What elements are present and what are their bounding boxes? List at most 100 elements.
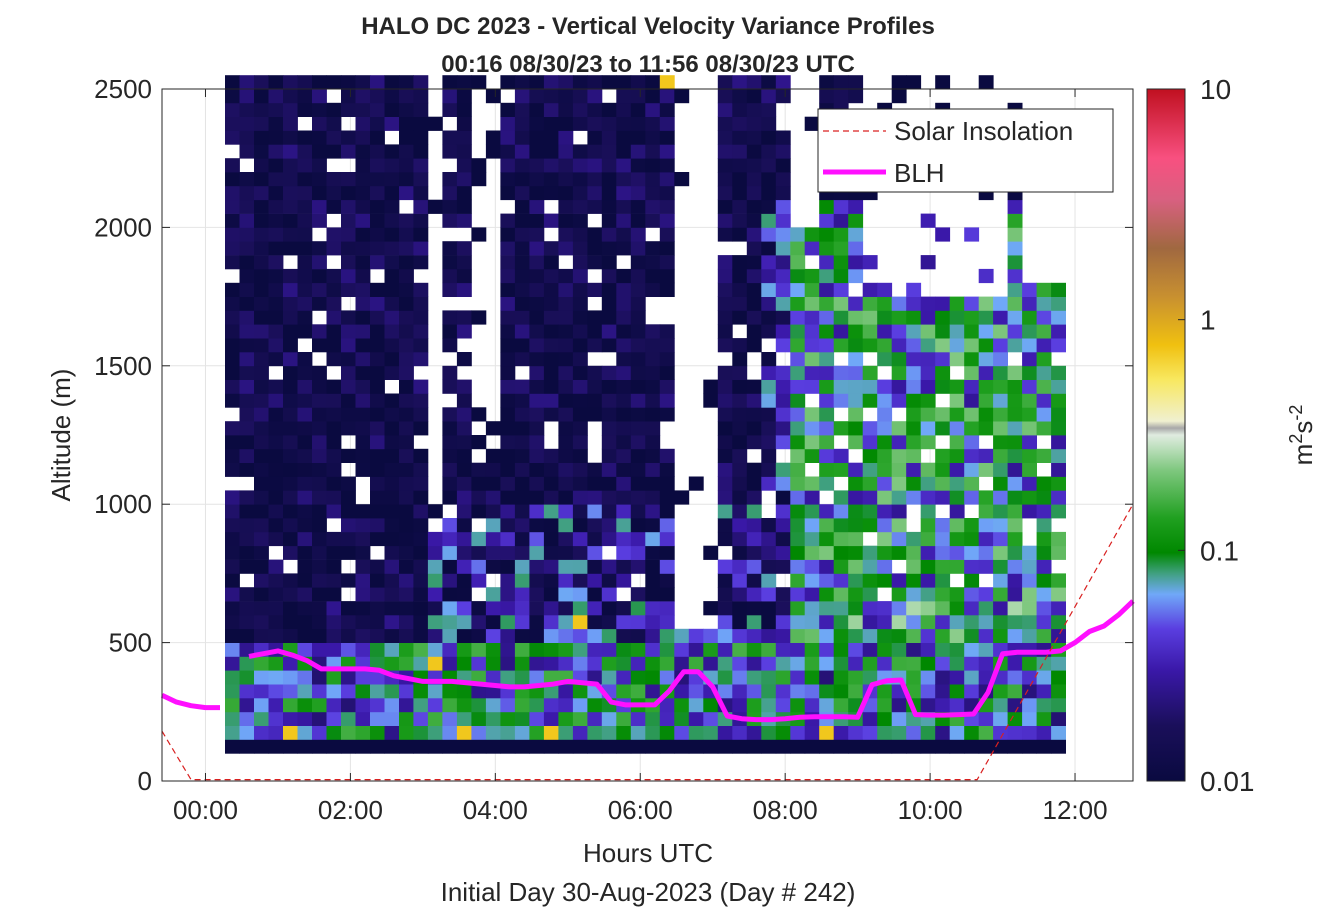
heatmap-cell xyxy=(500,504,516,519)
heatmap-cell xyxy=(297,462,313,477)
heatmap-cell xyxy=(572,448,588,463)
heatmap-cell xyxy=(935,670,951,685)
colorbar-label: m2s-2 xyxy=(1286,405,1318,466)
heatmap-cell xyxy=(514,352,530,367)
heatmap-cell xyxy=(427,573,443,588)
heatmap-cell xyxy=(790,296,806,311)
heatmap-cell xyxy=(833,670,849,685)
legend-solar-label: Solar Insolation xyxy=(894,116,1073,146)
heatmap-cell xyxy=(254,684,269,699)
heatmap-cell xyxy=(601,365,617,380)
heatmap-cell xyxy=(891,545,907,560)
solar-insolation-line xyxy=(161,503,1134,781)
heatmap-cell xyxy=(848,628,864,643)
heatmap-cell xyxy=(833,282,849,297)
heatmap-cell xyxy=(341,365,356,380)
heatmap-cell xyxy=(514,656,530,671)
heatmap-cell xyxy=(326,75,342,90)
heatmap-cell xyxy=(587,130,603,145)
heatmap-cell xyxy=(659,587,675,602)
heatmap-cell xyxy=(645,421,661,436)
heatmap-cell xyxy=(920,614,936,630)
heatmap-cell xyxy=(1022,448,1037,463)
heatmap-cell xyxy=(659,711,675,726)
heatmap-cell xyxy=(978,628,994,643)
heatmap-cell xyxy=(935,352,951,367)
heatmap-cell xyxy=(254,504,269,519)
heatmap-cell xyxy=(906,628,922,643)
heatmap-cell xyxy=(645,531,661,547)
heatmap-cell xyxy=(239,642,255,657)
heatmap-cell xyxy=(1007,684,1023,699)
heatmap-cell xyxy=(355,268,371,284)
heatmap-cell xyxy=(862,739,878,754)
heatmap-cell xyxy=(326,684,342,699)
heatmap-cell xyxy=(239,435,255,450)
heatmap-cell xyxy=(427,504,443,519)
heatmap-cell xyxy=(341,407,356,422)
heatmap-cell xyxy=(442,698,458,713)
heatmap-cell xyxy=(543,102,559,117)
heatmap-cell xyxy=(355,338,371,353)
heatmap-cell xyxy=(283,490,298,505)
heatmap-cell xyxy=(891,435,907,450)
heatmap-cell xyxy=(529,462,545,477)
heatmap-cell xyxy=(268,102,284,117)
heatmap-cell xyxy=(819,296,835,311)
heatmap-cell xyxy=(819,559,835,574)
heatmap-cell xyxy=(906,338,922,353)
heatmap-cell xyxy=(500,130,516,145)
heatmap-cell xyxy=(601,601,617,616)
heatmap-cell xyxy=(964,614,980,630)
heatmap-cell xyxy=(355,642,371,657)
heatmap-cell xyxy=(920,462,936,477)
heatmap-cell xyxy=(312,213,327,228)
heatmap-cell xyxy=(1022,352,1037,367)
heatmap-cell xyxy=(500,698,516,713)
heatmap-cell xyxy=(1022,407,1037,422)
heatmap-cell xyxy=(485,476,501,491)
heatmap-cell xyxy=(543,130,559,145)
heatmap-cell xyxy=(485,144,501,159)
heatmap-cell xyxy=(674,739,690,754)
heatmap-cell xyxy=(239,268,255,284)
heatmap-cell xyxy=(370,504,385,519)
heatmap-cell xyxy=(601,393,617,408)
heatmap-cell xyxy=(384,614,400,630)
heatmap-cell xyxy=(848,296,864,311)
heatmap-cell xyxy=(225,614,240,630)
chart-subtitle: 00:16 08/30/23 to 11:56 08/30/23 UTC xyxy=(441,51,855,78)
heatmap-cell xyxy=(312,587,327,602)
heatmap-cell xyxy=(283,116,298,131)
heatmap-cell xyxy=(370,614,385,630)
heatmap-cell xyxy=(833,573,849,588)
heatmap-cell xyxy=(413,518,429,533)
heatmap-cell xyxy=(572,324,588,339)
heatmap-cell xyxy=(471,227,487,242)
heatmap-cell xyxy=(862,365,878,380)
heatmap-cell xyxy=(326,559,342,574)
heatmap-cell xyxy=(1022,628,1037,643)
y-tick-label: 2000 xyxy=(94,212,152,242)
heatmap-cell xyxy=(761,89,777,104)
heatmap-cell xyxy=(891,698,907,713)
heatmap-cell xyxy=(746,559,762,574)
heatmap-cell xyxy=(964,324,980,339)
blh-line xyxy=(248,599,1135,723)
heatmap-cell xyxy=(326,130,342,145)
heatmap-cell xyxy=(616,144,632,159)
heatmap-cell xyxy=(456,518,472,533)
heatmap-cell xyxy=(254,199,269,214)
heatmap-cell xyxy=(268,490,284,505)
heatmap-cell xyxy=(630,102,646,117)
heatmap-cell xyxy=(906,407,922,422)
heatmap-cell xyxy=(978,614,994,630)
heatmap-cell xyxy=(413,739,429,754)
heatmap-cell xyxy=(268,573,284,588)
heatmap-cell xyxy=(848,199,864,214)
heatmap-cell xyxy=(456,698,472,713)
heatmap-cell xyxy=(572,476,588,491)
heatmap-cell xyxy=(1022,379,1037,394)
heatmap-cell xyxy=(341,310,356,325)
heatmap-cell xyxy=(572,213,588,228)
